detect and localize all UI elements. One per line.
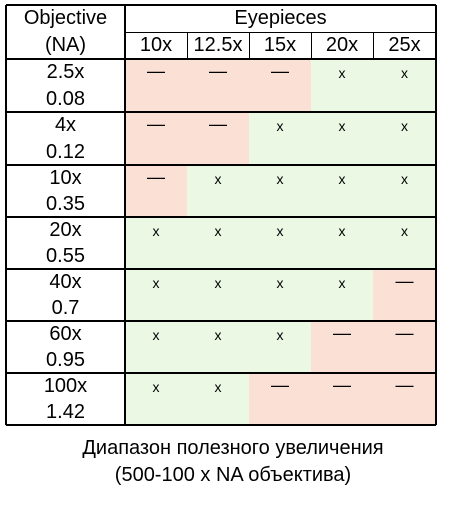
magnification-cell: — bbox=[249, 59, 311, 112]
row-divider bbox=[6, 111, 436, 113]
objective-na: 0.55 bbox=[46, 244, 85, 267]
magnification-cell: x bbox=[249, 217, 311, 269]
eyepiece-header: 10x bbox=[139, 34, 173, 56]
eyepiece-header-divider bbox=[186, 32, 188, 59]
eyepiece-header-divider bbox=[248, 32, 250, 59]
row-divider bbox=[6, 268, 436, 270]
objective-magnification: 40x bbox=[49, 270, 82, 293]
eyepiece-header: 20x bbox=[325, 34, 359, 56]
magnification-cell: — bbox=[373, 373, 436, 425]
magnification-cell: — bbox=[249, 373, 311, 425]
objective-na: 0.95 bbox=[46, 348, 85, 371]
magnification-cell: x bbox=[125, 269, 187, 321]
eyepiece-header: 25x bbox=[388, 34, 421, 56]
magnification-cell: x bbox=[187, 165, 249, 217]
caption-line-2: (500-100 x NA объектива) bbox=[114, 464, 352, 486]
row-divider bbox=[6, 164, 436, 166]
magnification-cell: x bbox=[373, 112, 436, 165]
magnification-cell: x bbox=[125, 373, 187, 425]
magnification-cell: x bbox=[249, 165, 311, 217]
magnification-cell: x bbox=[311, 217, 373, 269]
magnification-cell: x bbox=[373, 217, 436, 269]
magnification-cell: x bbox=[249, 321, 311, 373]
objective-magnification: 60x bbox=[49, 322, 82, 345]
table-caption: Диапазон полезного увеличения (500-100 x… bbox=[0, 435, 466, 489]
magnification-table: — — — x x 2.5x 0.08— — x x x 4x 0.12— x x x x 10x 0.35 x x x x… bbox=[5, 4, 437, 426]
objective-magnification: 20x bbox=[49, 218, 82, 241]
magnification-cell: x bbox=[187, 321, 249, 373]
objective-na: 1.42 bbox=[46, 400, 85, 423]
magnification-cell: x bbox=[125, 321, 187, 373]
na-header: (NA) bbox=[44, 34, 87, 56]
table-bottom-border bbox=[6, 424, 436, 426]
magnification-cell: x bbox=[125, 217, 187, 269]
eyepiece-header-divider bbox=[310, 32, 312, 59]
row-divider bbox=[6, 320, 436, 322]
magnification-cell: x bbox=[311, 165, 373, 217]
objective-na: 0.12 bbox=[46, 140, 85, 163]
magnification-cell: x bbox=[311, 269, 373, 321]
magnification-cell: x bbox=[249, 269, 311, 321]
magnification-cell: x bbox=[311, 59, 373, 112]
objective-na: 0.35 bbox=[46, 192, 85, 215]
eyepieces-header: Eyepieces bbox=[234, 7, 327, 29]
table-top-border bbox=[6, 4, 436, 6]
magnification-cell: — bbox=[311, 373, 373, 425]
magnification-cell: — bbox=[187, 112, 249, 165]
magnification-cell: x bbox=[373, 59, 436, 112]
caption-line-1: Диапазон полезного увеличения bbox=[82, 437, 384, 459]
magnification-cell: x bbox=[249, 112, 311, 165]
eyepiece-header-divider bbox=[372, 32, 374, 59]
objective-column-divider bbox=[124, 5, 126, 425]
header-bottom-border bbox=[6, 58, 436, 60]
magnification-cell: x bbox=[311, 112, 373, 165]
eyepieces-divider bbox=[125, 31, 436, 33]
table-left-border bbox=[5, 5, 7, 425]
magnification-cell: x bbox=[187, 269, 249, 321]
objective-header: Objective bbox=[23, 7, 108, 29]
objective-na: 0.7 bbox=[51, 296, 80, 319]
magnification-cell: — bbox=[125, 165, 187, 217]
row-divider bbox=[6, 372, 436, 374]
objective-magnification: 4x bbox=[54, 114, 77, 136]
magnification-cell: — bbox=[125, 59, 187, 112]
table-right-border bbox=[435, 5, 437, 425]
magnification-cell: — bbox=[187, 59, 249, 112]
magnification-cell: x bbox=[187, 373, 249, 425]
objective-magnification: 2.5x bbox=[46, 61, 85, 83]
row-divider bbox=[6, 216, 436, 218]
magnification-cell: — bbox=[373, 269, 436, 321]
objective-magnification: 100x bbox=[43, 374, 88, 397]
eyepiece-header: 12.5x bbox=[193, 34, 243, 56]
magnification-cell: x bbox=[187, 217, 249, 269]
magnification-cell: x bbox=[373, 165, 436, 217]
magnification-cell: — bbox=[373, 321, 436, 373]
objective-na: 0.08 bbox=[46, 87, 85, 110]
magnification-cell: — bbox=[125, 112, 187, 165]
eyepiece-header: 15x bbox=[263, 34, 297, 56]
magnification-cell: — bbox=[311, 321, 373, 373]
objective-magnification: 10x bbox=[49, 166, 82, 189]
